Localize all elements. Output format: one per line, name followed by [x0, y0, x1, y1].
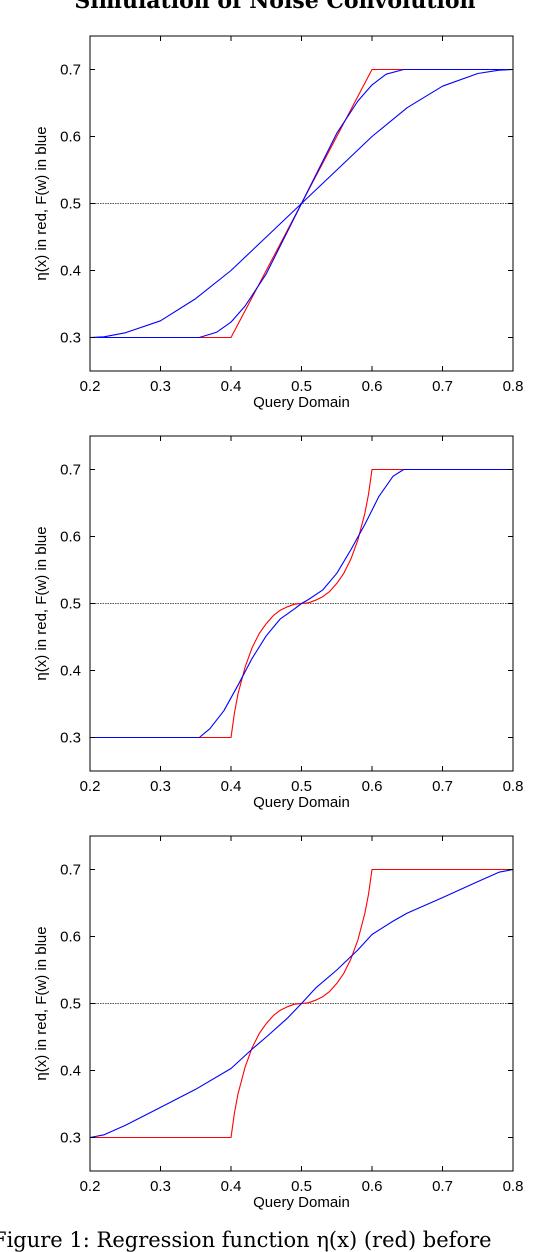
- page-title: Simulation of Noise Convolution: [74, 0, 476, 14]
- x-tick-label: 0.3: [150, 378, 171, 395]
- x-tick-label: 0.3: [150, 1178, 171, 1195]
- y-tick-label: 0.5: [60, 596, 81, 613]
- x-tick-label: 0.5: [291, 378, 312, 395]
- y-tick-label: 0.7: [60, 462, 81, 479]
- x-tick-label: 0.4: [221, 778, 242, 795]
- y-tick-label: 0.7: [60, 862, 81, 879]
- x-tick-label: 0.2: [80, 1178, 101, 1195]
- chart-svg-top: 0.2 0.3 0.4 0.5 0.6 0.7 0.8 0.3 0.4 0.5 0.6 0.7 Quer…: [33, 35, 524, 411]
- x-tick-label: 0.2: [80, 778, 101, 795]
- x-tick-label: 0.7: [432, 1178, 453, 1195]
- series-line-2: [90, 468, 513, 739]
- y-tick-label: 0.6: [60, 929, 81, 946]
- y-tick-label: 0.5: [60, 996, 81, 1013]
- chart-svg-bottom: 0.2 0.3 0.4 0.5 0.6 0.7 0.8 0.3 0.4 0.5 0.6 0.7 Quer…: [33, 835, 524, 1211]
- series-line-3: [89, 68, 514, 339]
- x-tick-label: 0.4: [221, 1178, 242, 1195]
- x-tick-label: 0.8: [503, 778, 524, 795]
- y-axis-label: η(x) in red, F(w) in blue: [33, 126, 50, 280]
- series-line-2: [89, 868, 514, 1139]
- y-tick-label: 0.6: [60, 129, 81, 146]
- x-tick-label: 0.8: [503, 1178, 524, 1195]
- x-tick-label: 0.8: [503, 378, 524, 395]
- x-tick-label: 0.6: [362, 378, 383, 395]
- x-axis-label: Query Domain: [253, 394, 350, 411]
- x-tick-label: 0.3: [150, 778, 171, 795]
- y-tick-label: 0.7: [60, 62, 81, 79]
- y-axis-label: η(x) in red, F(w) in blue: [33, 926, 50, 1080]
- chart-bottom: 0.2 0.3 0.4 0.5 0.6 0.7 0.8 0.3 0.4 0.5 0.6 0.7 Quer…: [0, 820, 550, 1220]
- y-tick-label: 0.3: [60, 330, 81, 347]
- y-tick-label: 0.6: [60, 529, 81, 546]
- x-tick-label: 0.5: [291, 778, 312, 795]
- chart-top: 0.2 0.3 0.4 0.5 0.6 0.7 0.8 0.3 0.4 0.5 0.6 0.7 Quer…: [0, 20, 550, 420]
- y-tick-label: 0.4: [60, 663, 81, 680]
- y-tick-label: 0.5: [60, 196, 81, 213]
- x-tick-label: 0.6: [362, 778, 383, 795]
- figure-caption: Figure 1: Regression function η(x) (red)…: [0, 1228, 492, 1252]
- chart-middle: 0.2 0.3 0.4 0.5 0.6 0.7 0.8 0.3 0.4 0.5 0.6 0.7 Quer…: [0, 420, 550, 820]
- x-tick-label: 0.2: [80, 378, 101, 395]
- chart-svg-middle: 0.2 0.3 0.4 0.5 0.6 0.7 0.8 0.3 0.4 0.5 0.6 0.7 Quer…: [33, 435, 524, 811]
- x-axis-label: Query Domain: [253, 1194, 350, 1211]
- x-tick-label: 0.4: [221, 378, 242, 395]
- x-tick-label: 0.7: [432, 378, 453, 395]
- x-tick-label: 0.5: [291, 1178, 312, 1195]
- y-axis-label: η(x) in red, F(w) in blue: [33, 526, 50, 680]
- y-tick-label: 0.4: [60, 1063, 81, 1080]
- y-tick-label: 0.3: [60, 1130, 81, 1147]
- x-axis-label: Query Domain: [253, 794, 350, 811]
- y-tick-label: 0.4: [60, 263, 81, 280]
- y-tick-label: 0.3: [60, 730, 81, 747]
- x-tick-label: 0.7: [432, 778, 453, 795]
- x-tick-label: 0.6: [362, 1178, 383, 1195]
